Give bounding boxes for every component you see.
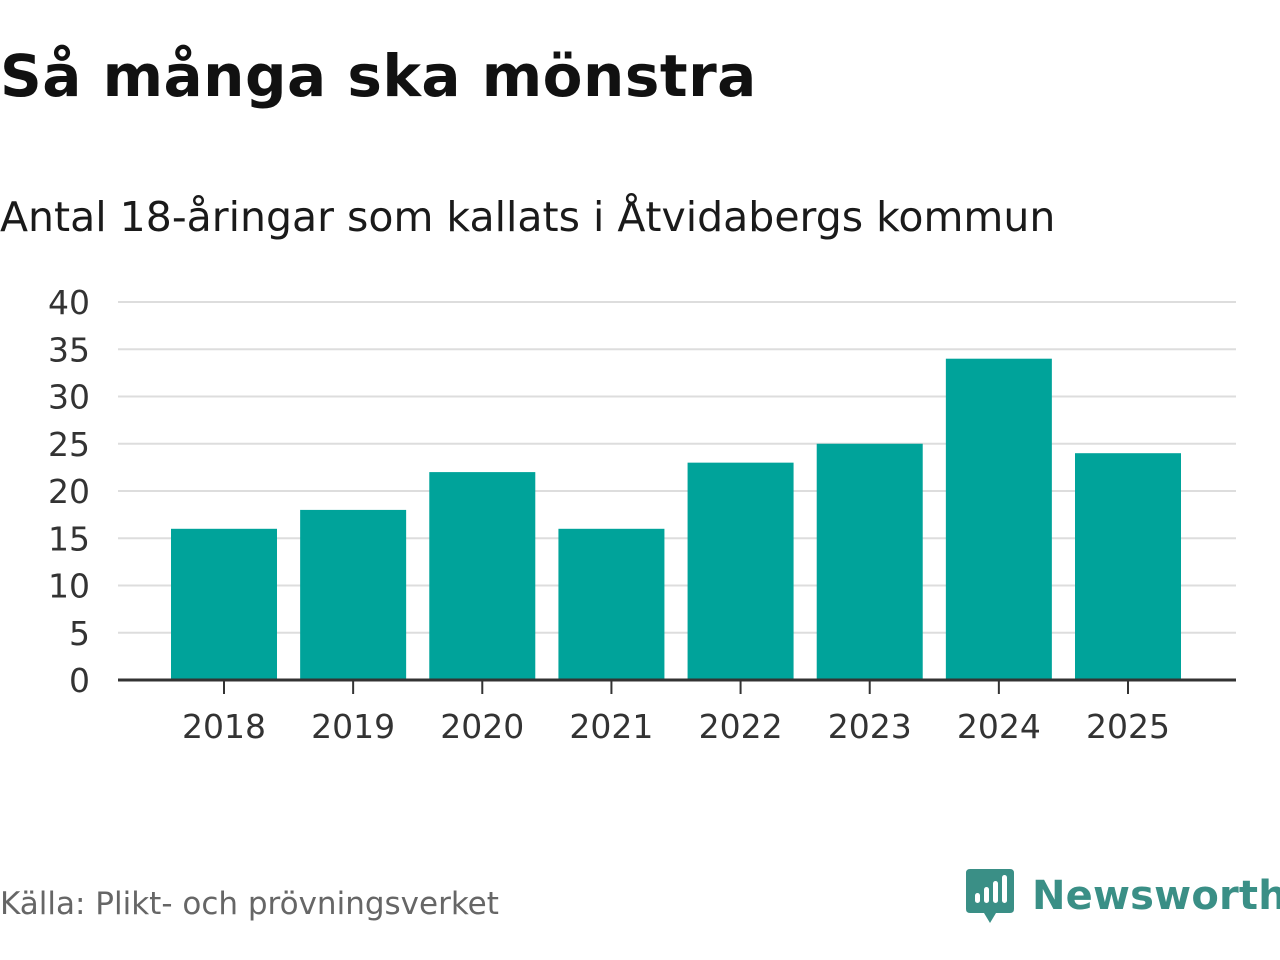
brand-name: Newsworthy xyxy=(1032,873,1280,919)
x-tick-label: 2018 xyxy=(182,707,266,746)
y-tick-label: 20 xyxy=(48,472,90,511)
bar-2021 xyxy=(558,528,665,680)
gridlines xyxy=(118,301,1236,634)
x-tick-label: 2025 xyxy=(1086,707,1170,746)
bar-2022 xyxy=(687,462,794,680)
y-tick-label: 40 xyxy=(48,283,90,322)
y-tick-label: 35 xyxy=(48,330,90,369)
y-axis-ticks: 0 5 10 15 20 25 30 35 40 xyxy=(48,283,90,700)
chart-subtitle: Antal 18-åringar som kallats i Åtvidaber… xyxy=(0,193,1056,241)
x-axis-ticks: 2018 2019 2020 2021 2022 2023 2024 2025 xyxy=(182,680,1170,746)
y-tick-label: 5 xyxy=(69,614,90,653)
newsworthy-logo-icon xyxy=(966,869,1014,923)
chart-title: Så många ska mönstra xyxy=(0,42,757,110)
brand-logo: Newsworthy xyxy=(964,864,1280,928)
bar-2025 xyxy=(1075,453,1181,680)
x-tick-label: 2024 xyxy=(957,707,1041,746)
x-tick-label: 2023 xyxy=(828,707,912,746)
x-tick-label: 2021 xyxy=(569,707,653,746)
y-tick-label: 30 xyxy=(48,378,90,417)
bar-2018 xyxy=(171,528,277,680)
y-tick-label: 15 xyxy=(48,519,90,558)
bar-2019 xyxy=(300,509,407,680)
y-tick-label: 25 xyxy=(48,425,90,464)
bar-2020 xyxy=(429,472,536,680)
x-tick-label: 2020 xyxy=(440,707,524,746)
x-tick-label: 2022 xyxy=(699,707,783,746)
y-tick-label: 0 xyxy=(69,661,90,700)
bar-2024 xyxy=(945,358,1052,680)
y-tick-label: 10 xyxy=(48,567,90,606)
bars xyxy=(171,358,1181,680)
bar-2023 xyxy=(816,443,923,680)
source-note: Källa: Plikt- och prövningsverket xyxy=(0,886,499,922)
x-tick-label: 2019 xyxy=(311,707,395,746)
